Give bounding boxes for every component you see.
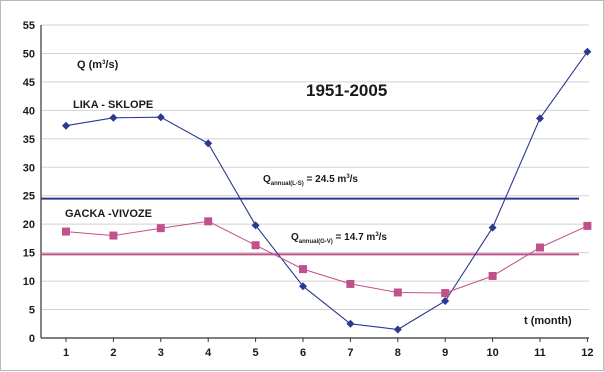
y-tick-label-55: 55 (23, 20, 35, 32)
series-line-1 (65, 220, 588, 294)
x-tick-labels: 1 2 3 4 5 6 7 8 9 10 11 12 (63, 347, 594, 359)
series-line-0 (65, 51, 588, 331)
x-tick-label-5: 5 (253, 347, 259, 359)
data-series (62, 47, 592, 334)
x-tick-label-11: 11 (534, 347, 546, 359)
grid-lines (41, 24, 589, 311)
y-tick-labels: 0 5 10 15 20 25 30 35 40 45 50 55 (23, 20, 35, 345)
series-0-point-8 (393, 325, 402, 334)
series-1-point-9 (441, 289, 450, 298)
series-0-point-10 (488, 223, 497, 232)
series-0-point-11 (536, 114, 544, 123)
series-0-point-6 (299, 282, 307, 291)
x-tick-label-1: 1 (63, 347, 69, 359)
x-tick-label-4: 4 (205, 347, 212, 359)
y-tick-label-15: 15 (23, 248, 35, 260)
series-label-gacka-vivoze: GACKA -VIVOZE (65, 208, 152, 220)
y-tick-label-25: 25 (23, 191, 35, 203)
x-tick-label-10: 10 (486, 347, 498, 359)
series-1-point-7 (346, 279, 355, 288)
x-tick-label-9: 9 (442, 347, 448, 359)
series-1-point-5 (251, 241, 260, 250)
x-axis-label: t (month) (524, 315, 572, 327)
x-tick-label-3: 3 (158, 347, 164, 359)
y-axis-label: Q (m3/s) (77, 59, 119, 71)
series-1-point-6 (299, 265, 307, 274)
x-tick-label-6: 6 (300, 347, 306, 359)
series-1-point-3 (156, 224, 165, 233)
x-tick-label-8: 8 (395, 347, 401, 359)
series-0-point-12 (583, 47, 592, 56)
axes (40, 25, 589, 342)
y-tick-label-35: 35 (23, 134, 35, 146)
series-0-point-7 (346, 319, 355, 328)
annual-mean-label-lika-sklope: Qannual(L-S) = 24.5 m3/s (263, 174, 358, 187)
y-tick-label-30: 30 (23, 162, 35, 174)
x-tick-label-12: 12 (581, 347, 593, 359)
series-0-point-1 (62, 121, 70, 130)
series-label-lika-sklope: LIKA - SKLOPE (73, 99, 153, 111)
x-tick-label-2: 2 (110, 347, 116, 359)
period-label: 1951-2005 (306, 81, 387, 100)
reference-lines (41, 197, 579, 256)
y-tick-label-5: 5 (29, 305, 35, 317)
series-1-point-11 (536, 243, 544, 252)
series-1-point-1 (62, 227, 70, 236)
series-0-point-9 (441, 297, 450, 306)
series-1-point-4 (204, 217, 213, 226)
series-1-point-10 (488, 271, 497, 280)
y-tick-label-0: 0 (29, 333, 35, 345)
series-0-point-4 (204, 139, 213, 148)
series-0-point-5 (251, 221, 260, 230)
series-0-point-3 (156, 113, 165, 122)
y-tick-label-40: 40 (23, 105, 35, 117)
y-tick-label-10: 10 (23, 276, 35, 288)
x-tick-label-7: 7 (347, 347, 353, 359)
annual-mean-label-gacka-vivoze: Qannual(G-V) = 14.7 m3/s (291, 232, 387, 245)
series-1-point-12 (583, 221, 592, 230)
series-1-point-2 (109, 231, 118, 240)
y-tick-label-45: 45 (23, 77, 35, 89)
series-1-point-8 (393, 288, 402, 297)
y-tick-label-50: 50 (23, 48, 35, 60)
y-tick-label-20: 20 (23, 219, 35, 231)
series-0-point-2 (109, 113, 118, 122)
